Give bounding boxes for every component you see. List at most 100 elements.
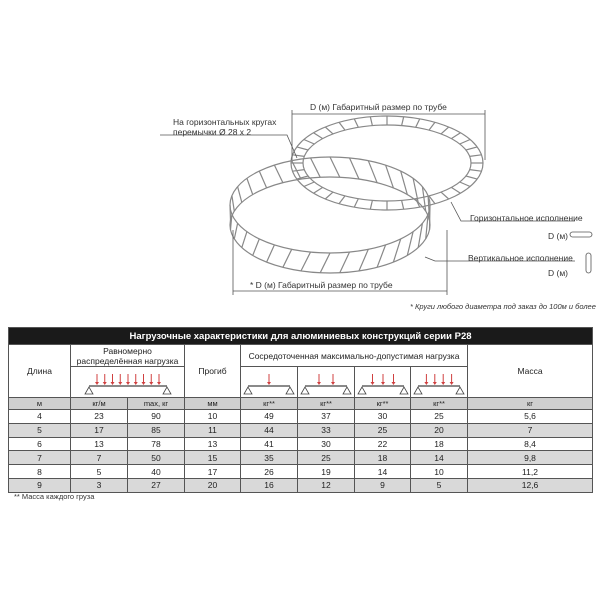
custom-size-note: * Круги любого диаметра под заказ до 100…: [410, 302, 596, 311]
truss-strut: [427, 195, 431, 221]
vertical-label: Вертикальное исполнение: [468, 253, 573, 263]
table-cell: 27: [127, 477, 185, 493]
horizontal-profile-icon: [569, 231, 593, 238]
truss-strut: [428, 121, 436, 131]
table-cell: 13: [70, 436, 128, 452]
table-title: Нагрузочные характеристики для алюминиев…: [7, 327, 594, 345]
table-cell: 10: [184, 409, 241, 424]
table-cell: 11: [184, 422, 241, 438]
uniform-load-icon: [70, 366, 185, 398]
table-cell: 5: [70, 464, 128, 479]
table-cell: 35: [240, 450, 298, 466]
point-load-2-icon: [297, 366, 355, 398]
truss-strut: [313, 186, 324, 194]
truss-strut: [367, 160, 378, 183]
unit-cell: кг**: [410, 397, 468, 410]
bottom-dimension-label: * D (м) Габаритный размер по трубе: [250, 280, 393, 290]
truss-strut: [400, 170, 408, 195]
truss-strut: [376, 244, 387, 268]
horizontal-label: Горизонтальное исполнение: [470, 213, 583, 223]
truss-strut: [406, 231, 414, 256]
table-cell: 37: [297, 409, 355, 424]
table-cell: 5: [8, 422, 71, 438]
truss-strut: [450, 132, 461, 140]
load-table: Нагрузочные характеристики для алюминиев…: [7, 327, 594, 493]
truss-strut: [417, 223, 423, 248]
truss-strut: [465, 146, 478, 151]
footnote: ** Масса каждого груза: [14, 492, 95, 501]
table-cell: 12: [297, 477, 355, 493]
truss-strut: [324, 126, 334, 135]
truss-strut: [252, 238, 260, 256]
table-row: 8 5 40 17 26 19 14 10 11,2: [8, 464, 594, 479]
table-cell: 16: [240, 477, 298, 493]
table-cell: 40: [127, 464, 185, 479]
unit-cell: м: [8, 397, 71, 410]
table-cell: 7: [8, 450, 71, 466]
truss-circle-diagram: [160, 110, 593, 295]
truss-strut: [309, 157, 321, 178]
unit-cell: max, кг: [127, 397, 185, 410]
table-row: 9 3 27 20 16 12 9 5 12,6: [8, 477, 594, 493]
table-cell: 17: [184, 464, 241, 479]
table-cell: 18: [354, 450, 411, 466]
table-cell: 14: [354, 464, 411, 479]
truss-strut: [412, 178, 419, 203]
table-cell: 30: [354, 409, 411, 424]
truss-strut: [469, 169, 482, 172]
truss-strut: [237, 186, 243, 203]
truss-strut: [369, 116, 373, 126]
table-cell: 90: [127, 409, 185, 424]
table-cell: 9: [354, 477, 411, 493]
table-cell: 41: [240, 436, 298, 452]
table-row: 5 17 85 11 44 33 25 20 7: [8, 422, 594, 438]
truss-strut: [459, 138, 471, 145]
truss-strut: [291, 160, 302, 180]
table-cell: 33: [297, 422, 355, 438]
table-cell: 13: [184, 436, 241, 452]
table-row: 6 13 78 13 41 30 22 18 8,4: [8, 436, 594, 452]
table-cell: 11,2: [466, 464, 594, 479]
truss-strut: [425, 214, 429, 239]
truss-strut: [229, 214, 233, 230]
vertical-profile-icon: [585, 252, 592, 274]
truss-strut: [273, 164, 284, 183]
table-cell: 8: [8, 464, 71, 479]
truss-strut: [392, 238, 402, 263]
table-cell: 25: [410, 409, 468, 424]
table-cell: 9,8: [466, 450, 594, 466]
crossbar-note-1: На горизонтальных кругах: [173, 117, 277, 127]
truss-strut: [401, 200, 405, 210]
truss-strut: [348, 157, 360, 180]
units-row: м кг/м max, кг мм кг** кг** кг** кг** кг: [8, 397, 594, 410]
table-cell: 6: [8, 436, 71, 452]
truss-strut: [231, 195, 235, 212]
header-deflection: Прогиб: [184, 344, 241, 398]
truss-strut: [338, 195, 346, 205]
table-row: 4 23 90 10 49 37 30 25 5,6: [8, 409, 594, 424]
truss-strut: [313, 132, 324, 140]
table-cell: 20: [184, 477, 241, 493]
table-cell: 5,6: [466, 409, 594, 424]
table-cell: 20: [410, 422, 468, 438]
vertical-truss-ring: [229, 156, 431, 274]
truss-strut: [450, 186, 461, 194]
table-cell: 9: [8, 477, 71, 493]
truss-strut: [415, 118, 421, 128]
table-cell: 8,4: [466, 436, 594, 452]
truss-strut: [338, 121, 346, 131]
horizontal-truss-ring: [290, 115, 484, 211]
table-cell: 25: [354, 422, 411, 438]
truss-strut: [282, 249, 293, 268]
truss-strut: [292, 169, 305, 172]
truss-strut: [440, 191, 450, 200]
truss-strut: [339, 251, 351, 274]
header-length: Длина: [8, 344, 71, 398]
unit-cell: кг**: [354, 397, 411, 410]
truss-strut: [258, 170, 268, 189]
table-cell: 50: [127, 450, 185, 466]
truss-strut: [353, 198, 359, 208]
truss-strut: [329, 156, 341, 178]
truss-strut: [296, 175, 309, 180]
